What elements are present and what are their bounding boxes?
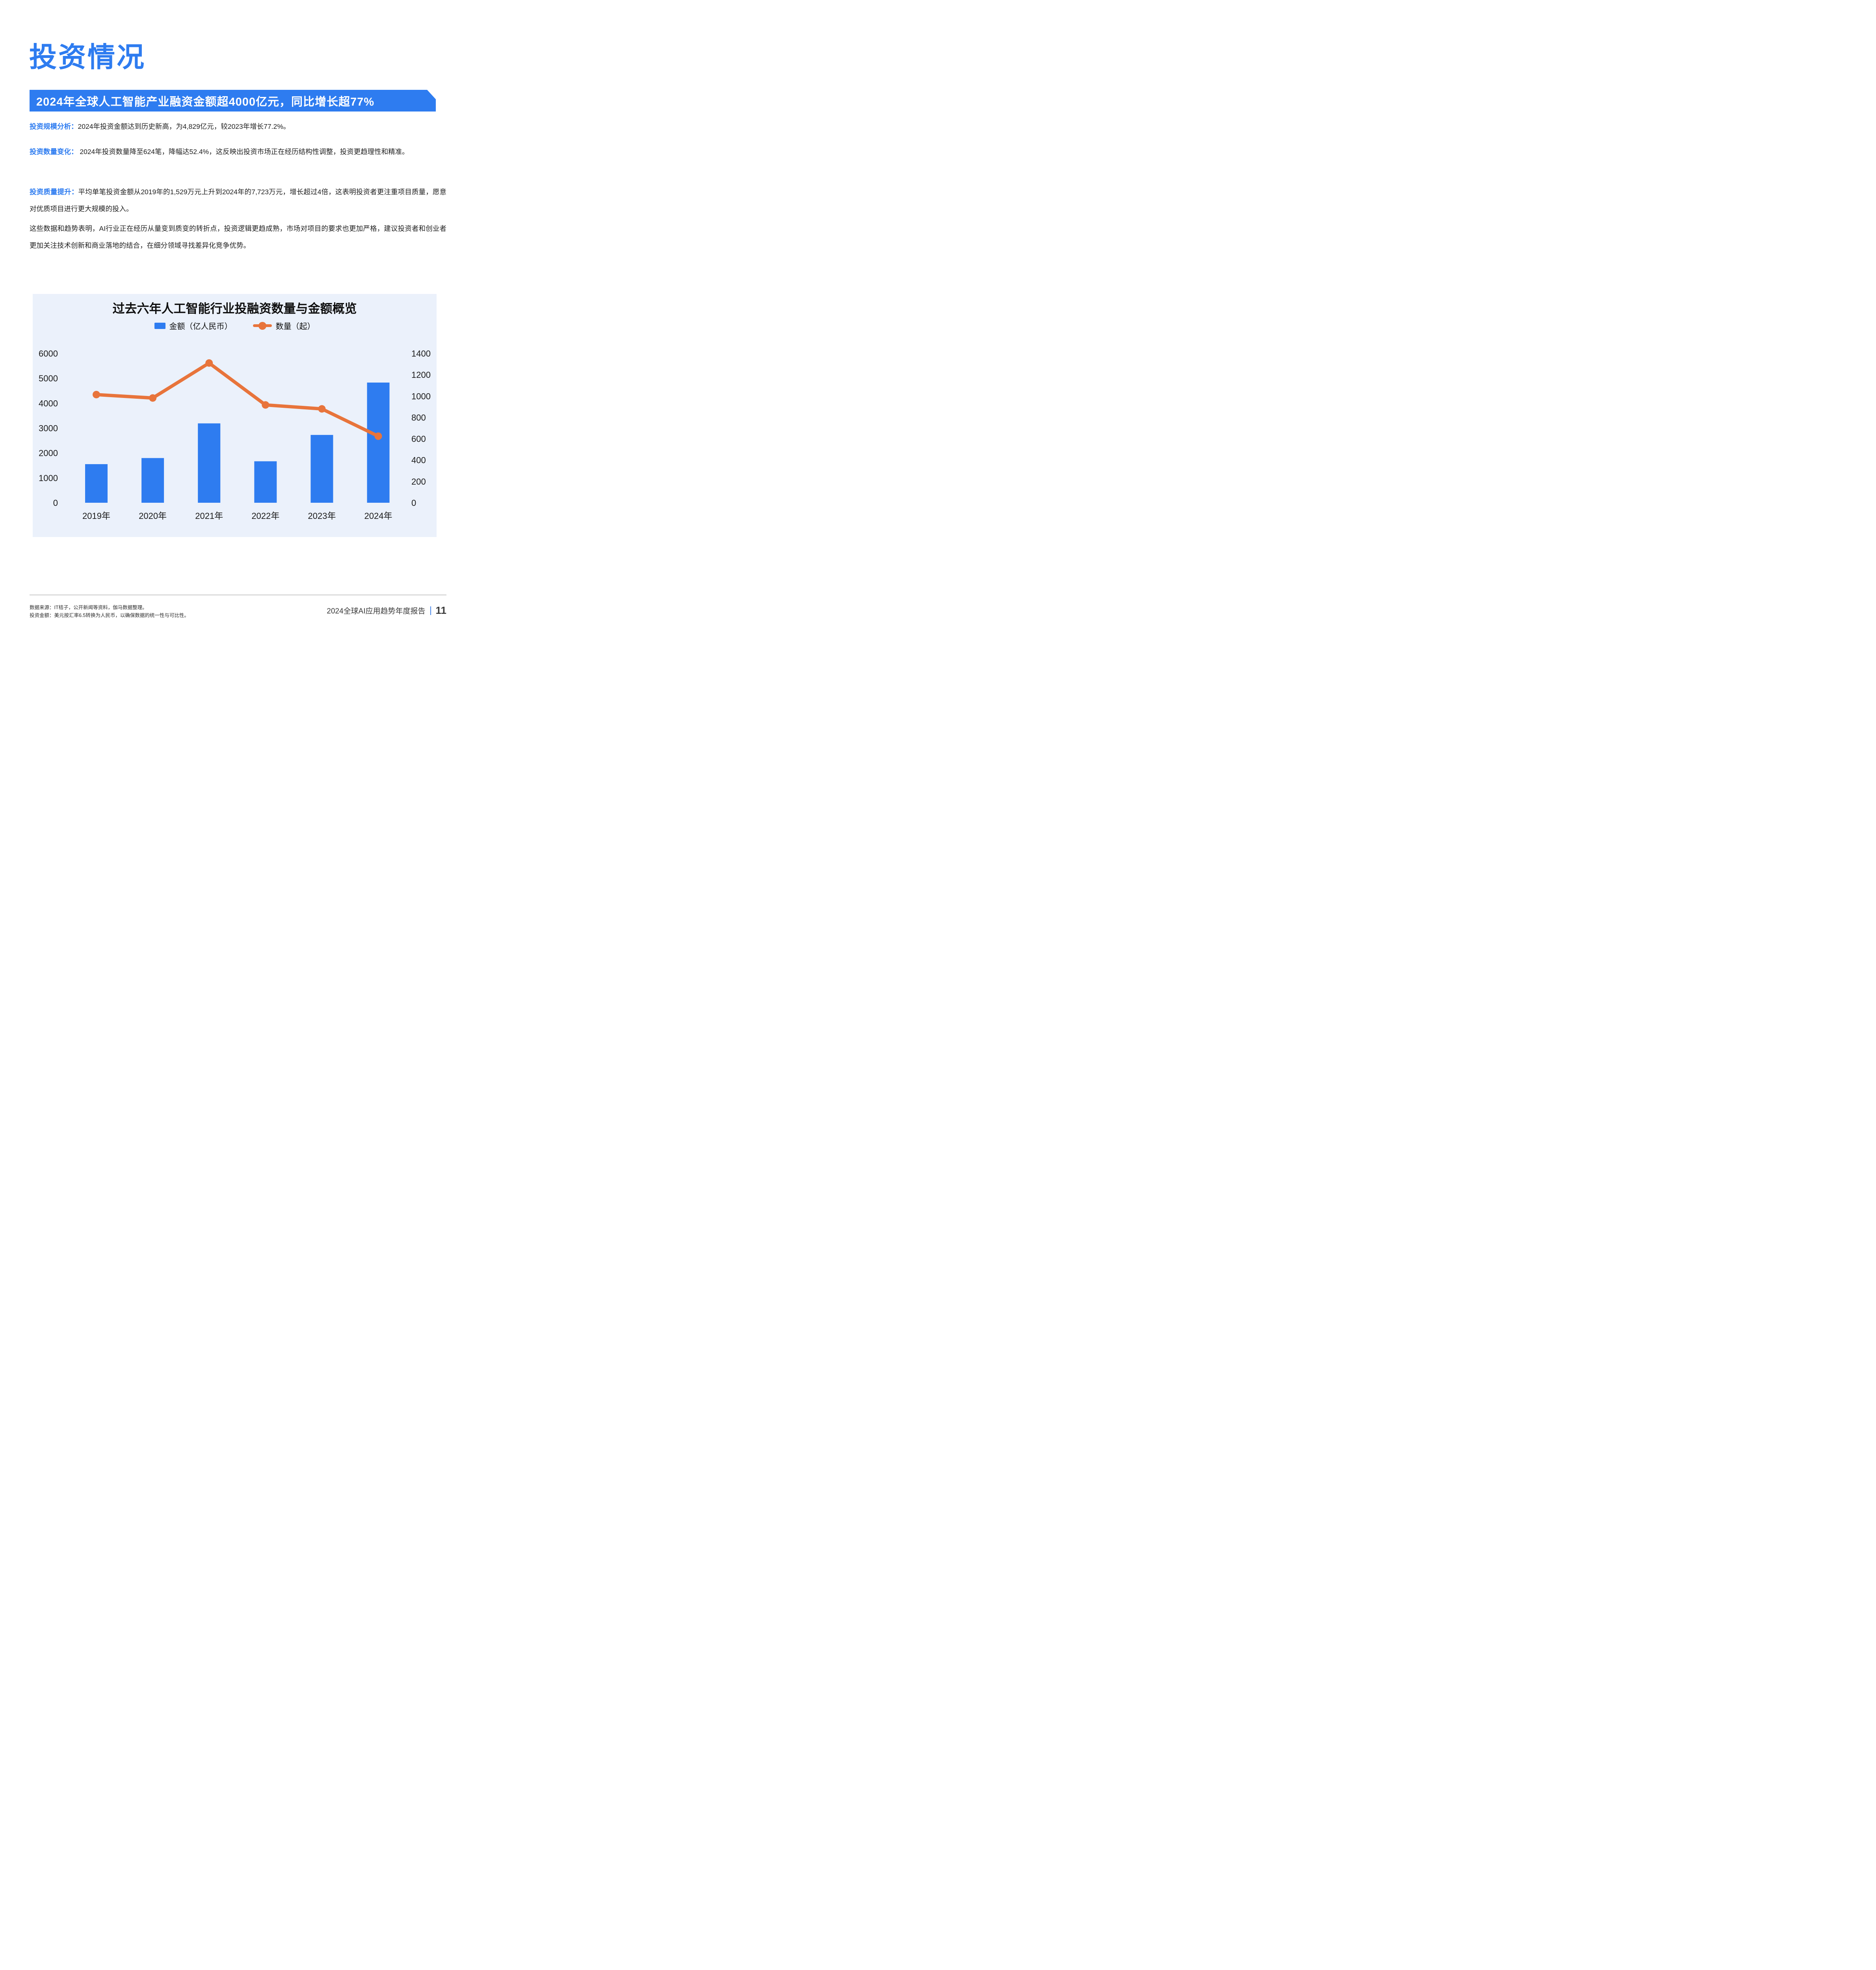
headline-banner-text: 2024年全球人工智能产业融资金额超4000亿元，同比增长超77% bbox=[36, 95, 375, 108]
left-axis-tick: 2000 bbox=[39, 448, 58, 458]
left-axis-tick: 1000 bbox=[39, 473, 58, 483]
legend-item-count: 数量（起） bbox=[253, 320, 315, 331]
footer-source-line1: 数据来源：IT桔子，公开新闻等资料，伽马数据整理。 bbox=[30, 605, 147, 610]
count-point-2023年 bbox=[318, 405, 326, 413]
right-axis-tick: 800 bbox=[411, 413, 426, 422]
amount-bar-2019年 bbox=[85, 464, 108, 503]
count-point-2022年 bbox=[262, 401, 270, 409]
right-axis-tick: 400 bbox=[411, 455, 426, 465]
amount-bar-2023年 bbox=[310, 435, 333, 503]
headline-banner: 2024年全球人工智能产业融资金额超4000亿元，同比增长超77% bbox=[30, 90, 436, 112]
left-axis-tick: 5000 bbox=[39, 374, 58, 383]
count-point-2021年 bbox=[205, 359, 213, 367]
paragraph-label: 投资数量变化： bbox=[30, 148, 78, 156]
x-axis-label: 2020年 bbox=[139, 511, 167, 521]
right-axis-tick: 600 bbox=[411, 434, 426, 444]
count-point-2024年 bbox=[374, 432, 382, 440]
right-axis-tick: 1000 bbox=[411, 391, 431, 401]
page-number: 11 bbox=[435, 604, 447, 616]
chart-legend: 金额（亿人民币） 数量（起） bbox=[33, 320, 437, 331]
left-axis-tick: 3000 bbox=[39, 424, 58, 433]
bar-swatch-icon bbox=[154, 322, 165, 329]
chart-title: 过去六年人工智能行业投融资数量与金额概览 bbox=[112, 302, 357, 316]
x-axis-label: 2021年 bbox=[195, 511, 223, 521]
count-point-2020年 bbox=[149, 394, 157, 402]
paragraph-text: 2024年投资数量降至624笔，降幅达52.4%，这反映出投资市场正在经历结构性… bbox=[78, 148, 409, 156]
paragraph-investment-quality: 投资质量提升：平均单笔投资金额从2019年的1,529万元上升到2024年的7,… bbox=[30, 184, 446, 217]
left-axis-tick: 0 bbox=[53, 498, 58, 508]
paragraph-text: 平均单笔投资金额从2019年的1,529万元上升到2024年的7,723万元，增… bbox=[30, 188, 446, 213]
paragraph-text: 这些数据和趋势表明，AI行业正在经历从量变到质变的转折点，投资逻辑更趋成熟，市场… bbox=[30, 225, 446, 249]
combo-chart: 0 1000 2000 3000 4000 5000 6000 0 200 400 600 800 10… bbox=[39, 349, 431, 521]
right-axis-tick: 1200 bbox=[411, 370, 431, 380]
count-line bbox=[95, 361, 380, 438]
page-title: 投资情况 bbox=[29, 42, 146, 72]
report-page: 投资情况 2024年全球人工智能产业融资金额超4000亿元，同比增长超77% 投… bbox=[0, 0, 469, 637]
x-axis-label: 2023年 bbox=[308, 511, 336, 521]
line-marker-icon bbox=[253, 322, 272, 330]
paragraph-label: 投资质量提升： bbox=[30, 188, 78, 196]
right-axis-tick: 0 bbox=[411, 498, 416, 508]
amount-bar-2024年 bbox=[367, 382, 390, 503]
legend-count-label: 数量（起） bbox=[275, 322, 315, 331]
footer-separator-bar bbox=[430, 606, 431, 615]
paragraph-conclusion: 这些数据和趋势表明，AI行业正在经历从量变到质变的转折点，投资逻辑更趋成熟，市场… bbox=[30, 220, 446, 254]
paragraph-investment-count: 投资数量变化： 2024年投资数量降至624笔，降幅达52.4%，这反映出投资市… bbox=[30, 143, 446, 160]
left-axis-tick: 6000 bbox=[39, 349, 58, 359]
left-axis-tick: 4000 bbox=[39, 398, 58, 408]
x-axis-label: 2024年 bbox=[364, 511, 392, 521]
amount-bar-2021年 bbox=[198, 423, 221, 503]
paragraph-investment-scale: 投资规模分析：2024年投资金额达到历史新高，为4,829亿元，较2023年增长… bbox=[30, 118, 446, 135]
amount-bar-2022年 bbox=[254, 461, 277, 503]
chart-card: 过去六年人工智能行业投融资数量与金额概览 金额（亿人民币） 数量（起） 0 100… bbox=[33, 294, 437, 537]
x-axis-label: 2022年 bbox=[251, 511, 279, 521]
footer-source-line2: 投资金额：美元按汇率6.5转换为人民币，以确保数据的统一性与可比性。 bbox=[30, 612, 189, 618]
right-axis-tick: 1400 bbox=[411, 349, 431, 359]
footer-report-info: 2024全球AI应用趋势年度报告 11 bbox=[327, 604, 446, 617]
count-point-2019年 bbox=[93, 390, 100, 398]
paragraph-text: 2024年投资金额达到历史新高，为4,829亿元，较2023年增长77.2%。 bbox=[78, 123, 290, 130]
x-axis-label: 2019年 bbox=[82, 511, 110, 521]
right-axis-tick: 200 bbox=[411, 477, 426, 487]
amount-bar-2020年 bbox=[141, 458, 164, 503]
footer-source-notes: 数据来源：IT桔子，公开新闻等资料，伽马数据整理。 投资金额：美元按汇率6.5转… bbox=[30, 604, 189, 619]
paragraph-label: 投资规模分析： bbox=[30, 123, 78, 130]
legend-amount-label: 金额（亿人民币） bbox=[169, 322, 232, 331]
report-title: 2024全球AI应用趋势年度报告 bbox=[327, 607, 426, 615]
legend-item-amount: 金额（亿人民币） bbox=[154, 320, 232, 331]
